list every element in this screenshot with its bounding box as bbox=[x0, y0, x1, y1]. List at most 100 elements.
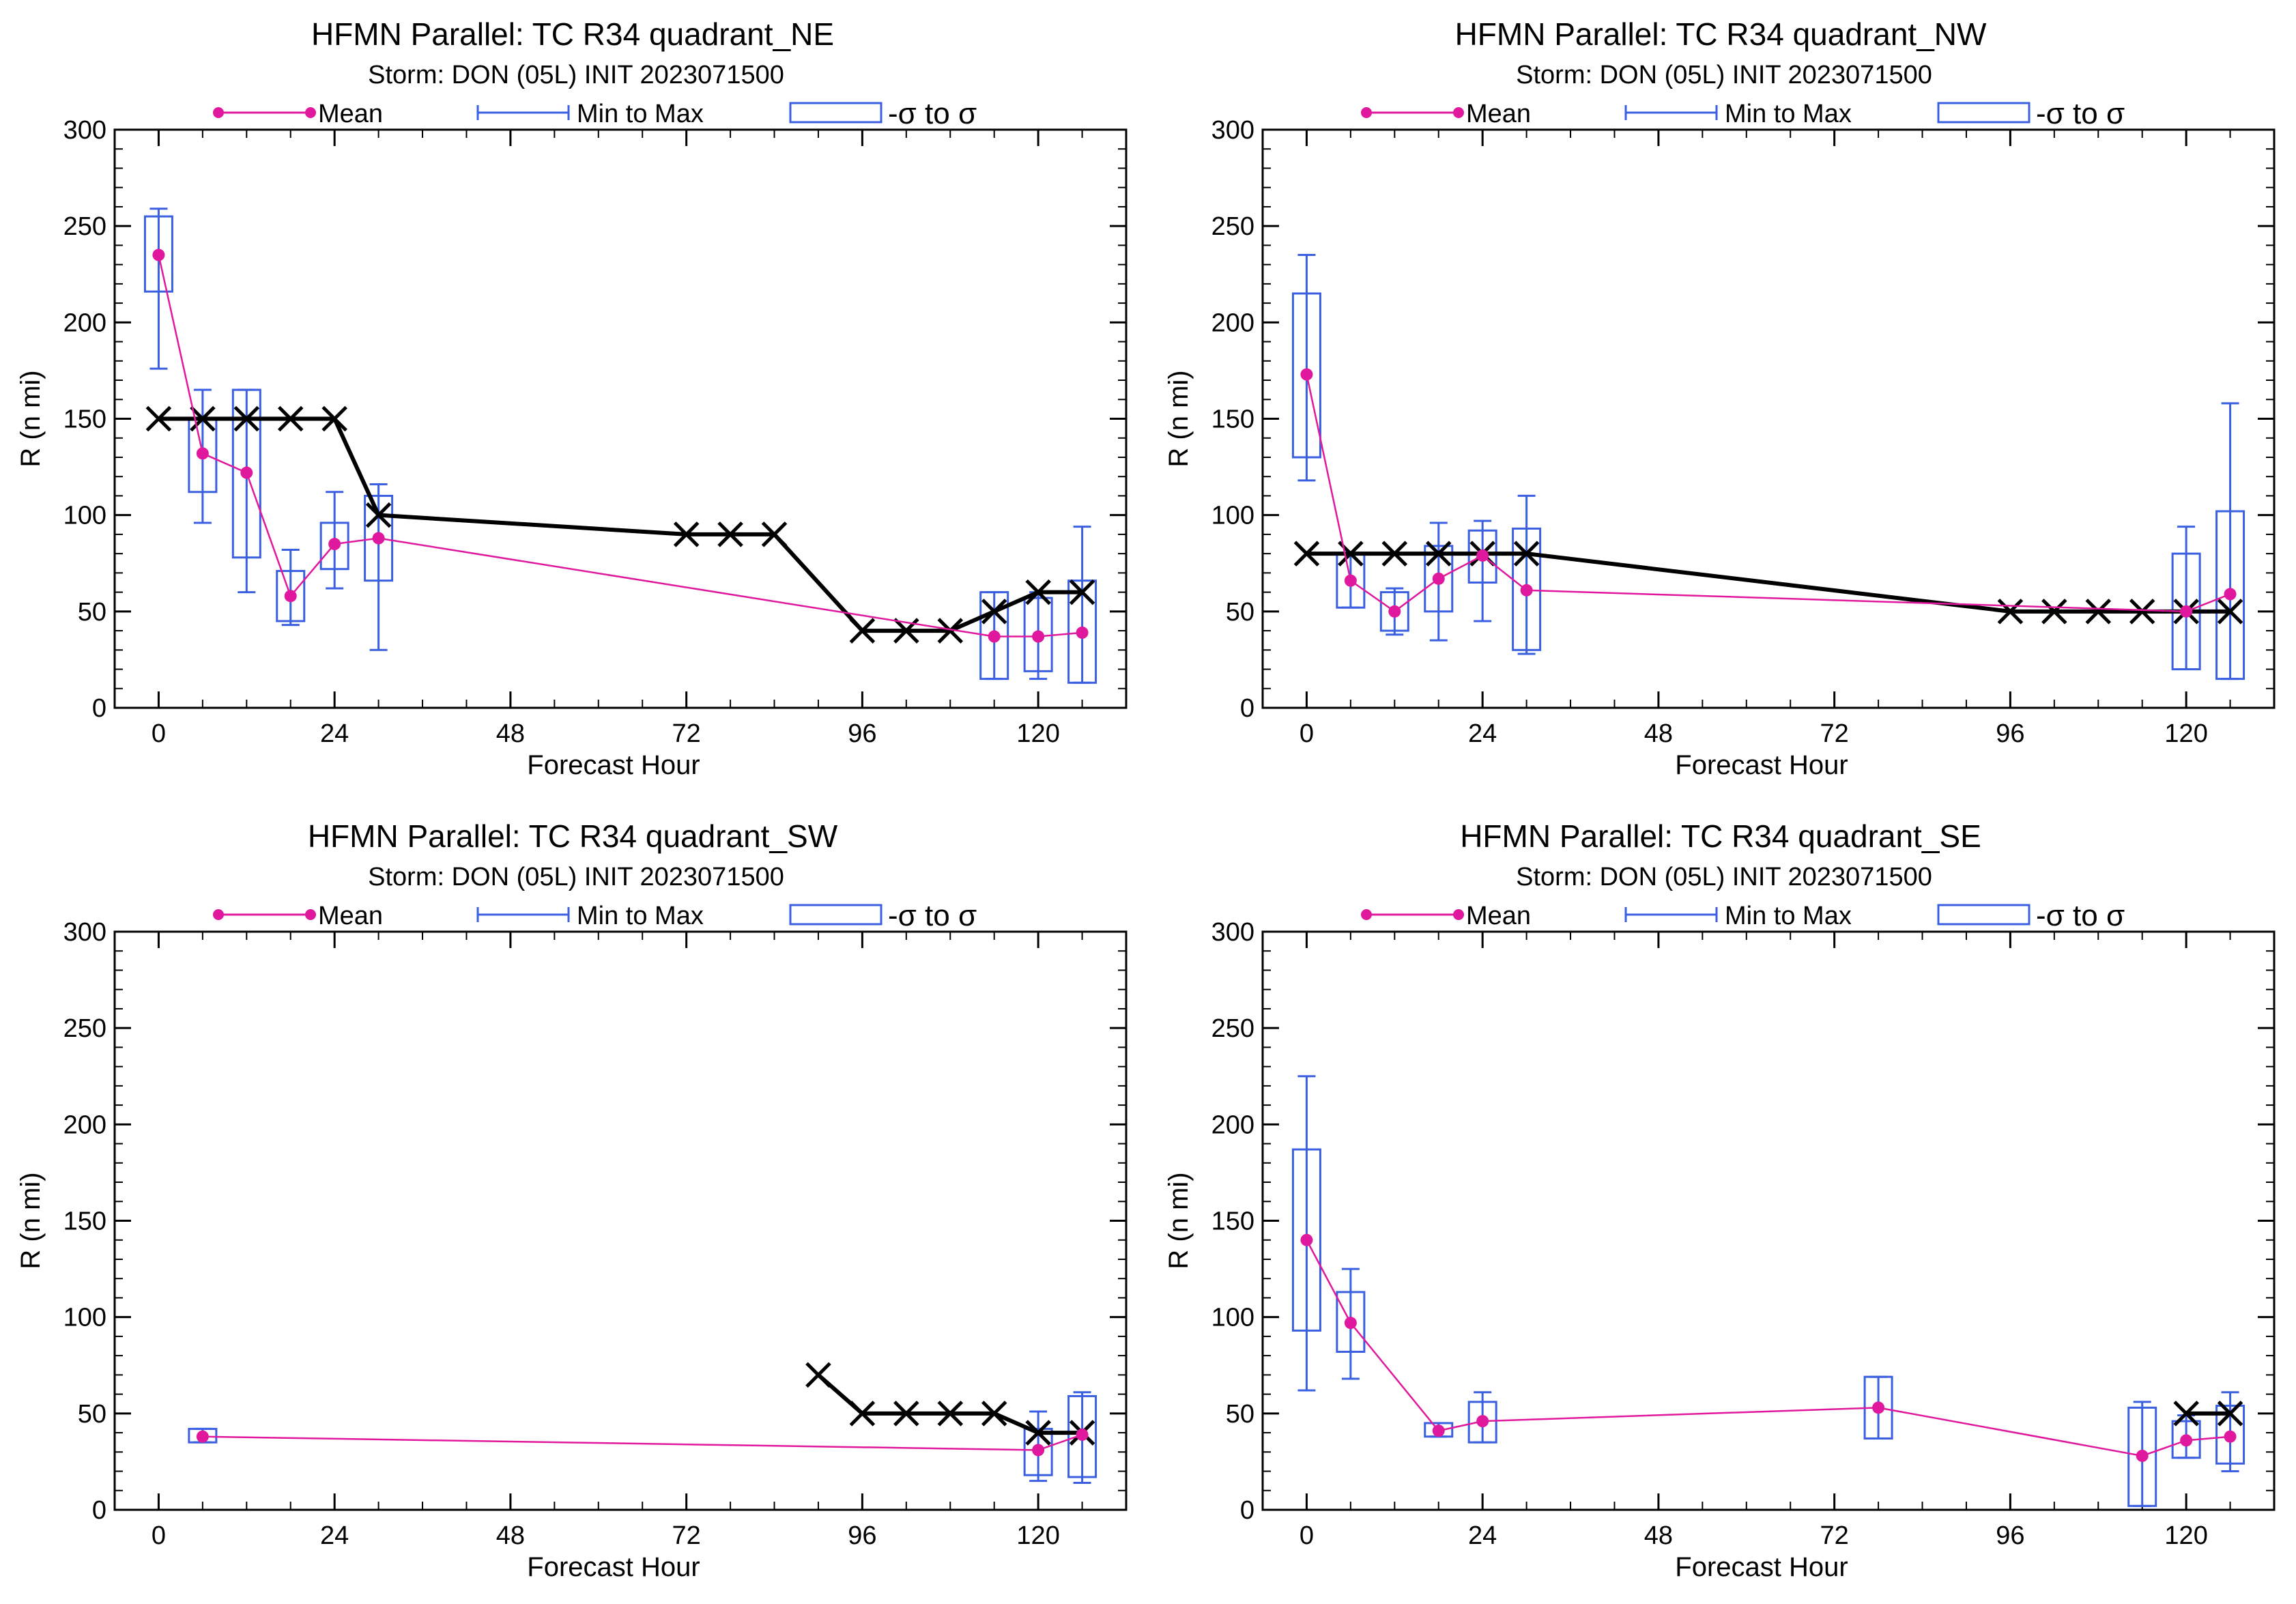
best-track-x-stroke bbox=[1997, 599, 2024, 625]
sigma-box bbox=[1291, 1148, 1321, 1332]
mean-point bbox=[1388, 605, 1401, 618]
mean-point bbox=[2136, 1449, 2149, 1462]
best-track-marker bbox=[1293, 541, 1320, 567]
legend-mean-marker bbox=[1453, 909, 1464, 920]
mean-point bbox=[1520, 584, 1533, 597]
legend-mean-label: Mean bbox=[1466, 902, 1531, 930]
x-tick-label: 48 bbox=[1644, 1521, 1673, 1550]
chart-subtitle: Storm: DON (05L) INIT 2023071500 bbox=[1516, 863, 1932, 891]
y-tick-label: 200 bbox=[1211, 309, 1254, 337]
y-tick-label: 150 bbox=[1211, 1207, 1254, 1236]
sigma-box bbox=[2215, 510, 2245, 681]
y-tick-label: 250 bbox=[63, 1014, 106, 1043]
chart-panel-2: HFMN Parallel: TC R34 quadrant_NW Storm: … bbox=[1164, 16, 2276, 780]
chart-title: HFMN Parallel: TC R34 quadrant_SE bbox=[1460, 818, 1981, 854]
best-track-marker bbox=[277, 405, 304, 432]
best-track-marker bbox=[145, 405, 172, 432]
chart-panel-1: HFMN Parallel: TC R34 quadrant_NE Storm: … bbox=[16, 16, 1128, 780]
best-track-line bbox=[158, 416, 1082, 633]
best-track-x-stroke bbox=[1513, 541, 1540, 567]
chart-subtitle: Storm: DON (05L) INIT 2023071500 bbox=[1516, 61, 1932, 89]
best-track-x-stroke bbox=[1425, 541, 1452, 567]
best-track-marker bbox=[2041, 599, 2067, 625]
best-track-line bbox=[816, 1373, 1082, 1435]
best-track-x-stroke bbox=[1069, 579, 1095, 605]
chart-panel-3: HFMN Parallel: TC R34 quadrant_SW Storm: … bbox=[16, 818, 1128, 1582]
y-tick-label: 50 bbox=[1226, 1400, 1254, 1429]
x-tick-label: 96 bbox=[848, 719, 876, 748]
legend-sigma-label: -σ to σ bbox=[2036, 97, 2125, 130]
best-track-x-stroke bbox=[2173, 1401, 2199, 1427]
x-tick-label: 120 bbox=[2164, 1521, 2207, 1550]
plot-frame bbox=[1261, 930, 2276, 1511]
mean-point bbox=[284, 590, 297, 603]
chart-title: HFMN Parallel: TC R34 quadrant_NE bbox=[311, 16, 834, 52]
legend-sigma-box bbox=[789, 904, 882, 926]
best-track-marker bbox=[2173, 1401, 2199, 1427]
sigma-box bbox=[1291, 292, 1321, 459]
best-track-x-stroke bbox=[145, 405, 172, 432]
best-track-x-stroke bbox=[937, 618, 964, 644]
mean-point bbox=[2180, 605, 2193, 618]
legend-sigma-label: -σ to σ bbox=[888, 899, 977, 932]
best-track-marker bbox=[849, 1401, 876, 1427]
best-track-x-stroke bbox=[2041, 599, 2067, 625]
mean-point bbox=[196, 1430, 209, 1443]
legend-sigma-label: -σ to σ bbox=[888, 97, 977, 130]
sigma-box bbox=[1512, 527, 1542, 651]
mean-point bbox=[1032, 630, 1045, 643]
sigma-box bbox=[1424, 545, 1454, 613]
y-tick-label: 200 bbox=[63, 309, 106, 337]
y-tick-label: 200 bbox=[63, 1111, 106, 1139]
x-tick-label: 96 bbox=[1996, 1521, 2024, 1550]
y-tick-label: 200 bbox=[1211, 1111, 1254, 1139]
mean-line bbox=[158, 255, 1082, 638]
plot-frame bbox=[113, 930, 1128, 1511]
sigma-box bbox=[1467, 1401, 1497, 1444]
x-tick-label: 24 bbox=[1468, 1521, 1497, 1550]
legend-sigma-label: -σ to σ bbox=[2036, 899, 2125, 932]
x-tick-label: 48 bbox=[1644, 719, 1673, 748]
y-tick-label: 50 bbox=[78, 1400, 106, 1429]
best-track-marker bbox=[673, 521, 700, 547]
x-axis-label: Forecast Hour bbox=[1675, 750, 1848, 780]
y-tick-label: 0 bbox=[1240, 1496, 1254, 1525]
legend-mean-marker bbox=[1453, 107, 1464, 118]
legend: Mean Min to Max -σ to σ bbox=[1361, 899, 2125, 932]
best-track-marker bbox=[981, 599, 1007, 625]
x-tick-label: 72 bbox=[672, 1521, 701, 1550]
x-tick-label: 24 bbox=[1468, 719, 1497, 748]
x-tick-label: 0 bbox=[1300, 1521, 1314, 1550]
best-track-x-stroke bbox=[1025, 1420, 1051, 1446]
y-tick-label: 0 bbox=[92, 1496, 106, 1525]
chart-subtitle: Storm: DON (05L) INIT 2023071500 bbox=[368, 61, 784, 89]
sigma-box bbox=[2127, 1406, 2157, 1507]
legend-minmax-label: Min to Max bbox=[577, 100, 704, 128]
sigma-box bbox=[2215, 1405, 2245, 1465]
best-track-line bbox=[1306, 552, 2230, 614]
best-track-x-stroke bbox=[321, 405, 347, 432]
x-tick-label: 120 bbox=[1016, 719, 1059, 748]
x-tick-label: 96 bbox=[1996, 719, 2024, 748]
mean-point bbox=[152, 248, 165, 261]
best-track-marker bbox=[1425, 541, 1452, 567]
best-track-marker bbox=[893, 1401, 919, 1427]
mean-point bbox=[1300, 1233, 1313, 1246]
chart-title: HFMN Parallel: TC R34 quadrant_NW bbox=[1455, 16, 1987, 52]
legend-mean-label: Mean bbox=[1466, 100, 1531, 128]
best-track-marker bbox=[761, 521, 788, 547]
best-track-x-stroke bbox=[277, 405, 304, 432]
best-track-marker bbox=[1997, 599, 2024, 625]
legend-sigma-box bbox=[1937, 102, 2030, 124]
sigma-box bbox=[231, 388, 261, 559]
mean-point bbox=[1300, 368, 1313, 381]
mean-point bbox=[2224, 588, 2237, 601]
chart-title: HFMN Parallel: TC R34 quadrant_SW bbox=[308, 818, 838, 854]
sigma-box bbox=[319, 521, 349, 571]
sigma-box bbox=[1067, 579, 1097, 684]
mean-point bbox=[1872, 1401, 1885, 1414]
mean-point bbox=[1432, 572, 1445, 585]
mean-line bbox=[202, 1433, 1082, 1451]
best-track-marker bbox=[805, 1362, 831, 1388]
x-tick-label: 0 bbox=[1300, 719, 1314, 748]
